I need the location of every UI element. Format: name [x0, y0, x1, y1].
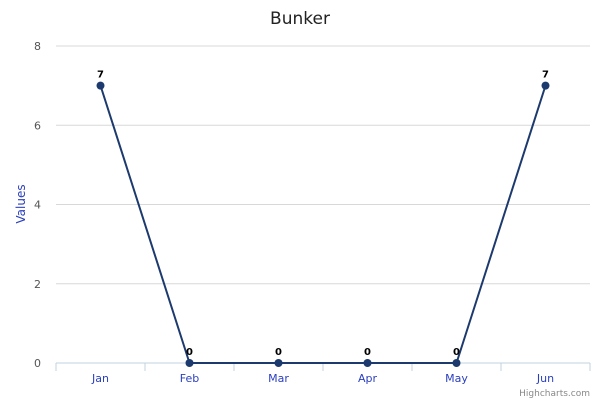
y-tick-label: 4: [34, 199, 41, 212]
data-point: [96, 81, 105, 90]
series-line: [99, 85, 547, 364]
y-axis-ticks: 0 2 4 6 8: [34, 40, 41, 370]
x-tick-label: Jan: [91, 372, 109, 385]
data-point: [452, 359, 461, 367]
x-tick-label: Apr: [358, 372, 378, 385]
x-tick-label: Jun: [536, 372, 554, 385]
data-label: 0: [364, 347, 371, 358]
data-point: [185, 359, 194, 367]
x-axis: [55, 362, 591, 371]
data-point: [274, 359, 283, 367]
data-labels: 7 0 0 0 0 7: [97, 70, 549, 358]
data-point: [541, 81, 550, 90]
y-tick-label: 2: [34, 278, 41, 291]
series-layer: [96, 81, 550, 367]
data-label: 0: [186, 347, 193, 358]
data-label: 7: [97, 70, 104, 81]
grid-lines: [56, 45, 590, 285]
y-tick-label: 6: [34, 119, 41, 132]
chart-title: Bunker: [270, 9, 330, 29]
x-axis-ticks: Jan Feb Mar Apr May Jun: [91, 372, 554, 385]
x-tick-label: Feb: [180, 372, 199, 385]
data-label: 7: [542, 70, 549, 81]
y-tick-label: 0: [34, 357, 41, 370]
data-point: [363, 359, 372, 367]
x-tick-label: May: [445, 372, 468, 385]
credits-text[interactable]: Highcharts.com: [519, 389, 590, 399]
x-tick-label: Mar: [268, 372, 289, 385]
data-label: 0: [453, 347, 460, 358]
y-axis-label: Values: [14, 184, 28, 223]
data-label: 0: [275, 347, 282, 358]
y-tick-label: 8: [34, 40, 41, 53]
